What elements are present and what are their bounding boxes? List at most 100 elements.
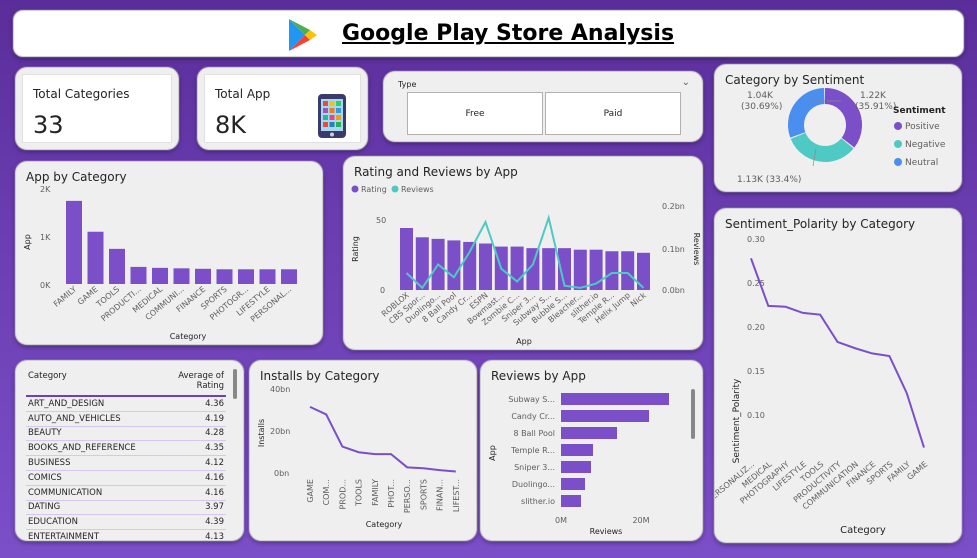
bar[interactable] [66,200,82,284]
chart-scrollbar[interactable] [691,389,695,439]
legend-reviews[interactable]: Reviews [401,185,434,194]
y-tick: 2K [40,185,51,194]
rating-bar[interactable] [621,251,635,290]
chevron-down-icon[interactable]: ⌄ [681,77,690,88]
table-row[interactable]: BEAUTY 4.28 [26,427,226,442]
table-row[interactable]: BUSINESS 4.12 [26,456,226,471]
table-row[interactable]: DATING 3.97 [26,501,226,516]
bar[interactable] [173,268,190,284]
bar[interactable] [561,478,585,490]
x-axis-title: Category [840,525,886,536]
kpi-value: 8K [215,111,247,139]
rating-bar[interactable] [400,228,413,290]
column-header-avg-rating[interactable]: Average of Rating [178,371,224,391]
legend-positive[interactable]: Positive [905,122,940,132]
rating-bar[interactable] [589,249,603,290]
header-banner: Google Play Store Analysis [13,10,964,57]
bar[interactable] [216,269,233,284]
rating-bar[interactable] [510,246,524,290]
bar[interactable] [561,495,581,507]
y-tick: 0.15 [747,367,765,376]
legend-marker-rating [351,185,359,193]
table-row[interactable]: COMICS 4.16 [26,471,226,486]
donut-slice-neutral[interactable] [788,88,862,162]
polarity-line[interactable] [750,258,925,448]
rating-bar[interactable] [447,240,461,290]
y-tick-left: 0 [380,286,385,295]
reviews-line[interactable] [405,214,645,290]
chart-title: Reviews by App [491,369,586,383]
chart-title: Category by Sentiment [725,73,865,87]
rating-bar[interactable] [573,249,587,290]
google-play-icon [289,19,317,51]
y-tick-right: 0.2bn [662,202,685,211]
x-tick-label: FAMILY [52,285,78,309]
bar[interactable] [561,427,617,439]
slicer-option-free[interactable]: Free [407,92,543,135]
bar[interactable] [561,393,669,405]
bars[interactable] [561,393,669,507]
slicer-option-paid[interactable]: Paid [545,92,681,135]
donut-slice-positive[interactable] [788,88,862,162]
bar[interactable] [281,269,297,284]
bar[interactable] [87,231,104,284]
rating-bar[interactable] [526,248,540,290]
bar[interactable] [561,461,591,473]
rating-bar[interactable] [463,241,477,290]
legend-rating[interactable]: Rating [361,185,387,194]
table-row[interactable]: ART_AND_DESIGN 4.36 [26,397,226,412]
rating-reviews-chart: Rating and Reviews by App Rating Reviews… [343,156,703,350]
cell-rating: 4.35 [205,443,224,454]
rating-reviews-svg: Rating Reviews 50 0 0.2bn 0.1bn 0.0bn Ra… [351,185,701,346]
bar[interactable] [109,248,125,284]
installs-line[interactable] [309,405,456,473]
x-tick-label: PHOT... [387,479,396,508]
bar[interactable] [195,268,211,284]
bar[interactable] [561,410,649,422]
phone-apps-icon [318,94,346,138]
donut-slices[interactable] [788,88,862,162]
y-tick-label: Duolingo... [512,480,555,489]
y-tick: 0K [40,281,51,290]
table-scrollbar[interactable] [233,369,237,399]
donut-slice-negative[interactable] [788,88,862,162]
kpi-value: 33 [33,111,64,139]
rating-bar[interactable] [542,248,556,290]
legend-negative[interactable]: Negative [905,140,946,150]
legend-marker-reviews [391,185,399,193]
rating-bar[interactable] [605,251,619,290]
y-tick: 20bn [270,427,290,436]
x-tick-labels: PERSONALIZ...MEDICALPHOTOGRAPHYLIFESTYLE… [715,459,929,511]
kpi-total-app: Total App 8K [197,67,368,150]
bar[interactable] [561,444,593,456]
x-tick-label: SPORTS [419,479,428,510]
cell-category: AUTO_AND_VEHICLES [28,413,121,424]
bar[interactable] [130,266,147,284]
cell-category: DATING [28,502,61,513]
page-title: Google Play Store Analysis [342,21,675,46]
y-tick: 0bn [274,469,289,478]
kpi-label: Total Categories [33,87,130,101]
legend-marker-neutral [894,158,902,166]
table-row[interactable]: EDUCATION 4.39 [26,515,226,531]
x-tick-label: Nick [629,290,648,308]
rating-bar[interactable] [637,252,650,290]
legend-neutral[interactable]: Neutral [905,158,938,168]
rating-bar[interactable] [558,248,571,290]
bar[interactable] [259,269,276,284]
bar[interactable] [152,267,168,284]
bar[interactable] [238,269,254,284]
rating-bar[interactable] [479,243,492,291]
slice-label-neutral-pct: (30.69%) [741,102,782,112]
table-row[interactable]: COMMUNICATION 4.16 [26,486,226,501]
table-row[interactable]: BOOKS_AND_REFERENCE 4.35 [26,441,226,457]
column-header-category[interactable]: Category [28,371,67,381]
cell-rating: 4.19 [205,413,224,424]
table-row[interactable]: AUTO_AND_VEHICLES 4.19 [26,412,226,427]
rating-bar[interactable] [415,237,429,290]
slice-label-neutral-value: 1.04K [747,91,774,101]
table-row[interactable]: ENTERTAINMENT 4.13 [26,530,226,540]
bars[interactable] [66,200,297,284]
rating-bars[interactable] [400,228,650,290]
